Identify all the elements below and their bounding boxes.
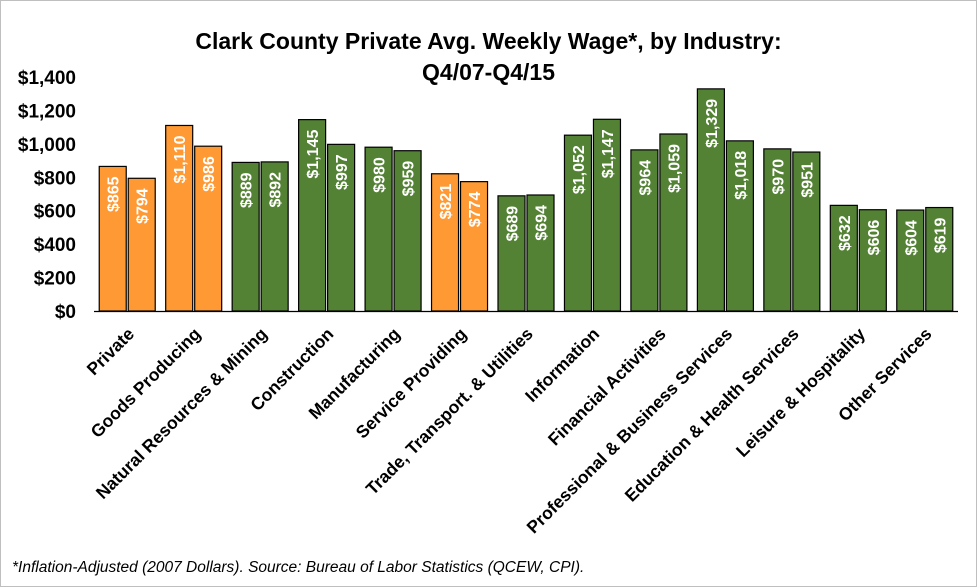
- data-label: $980: [372, 157, 389, 193]
- data-label: $694: [534, 205, 551, 241]
- data-label: $889: [239, 172, 256, 208]
- data-label: $689: [505, 206, 522, 242]
- chart-title: Clark County Private Avg. Weekly Wage*, …: [195, 28, 782, 54]
- y-axis: $0 $200 $400 $600 $800 $1,000 $1,200 $1,400: [18, 68, 76, 323]
- bar: [497, 195, 526, 312]
- bar: [364, 146, 393, 312]
- data-label: $951: [799, 162, 816, 198]
- bar: [696, 88, 725, 312]
- data-label: $1,110: [172, 135, 189, 183]
- y-tick-label: $400: [34, 235, 76, 256]
- y-tick-label: $200: [34, 269, 76, 290]
- y-tick-label: $0: [55, 302, 76, 323]
- data-label: $774: [467, 192, 484, 228]
- x-category-label: Goods Producing: [87, 324, 205, 442]
- data-label: $821: [438, 184, 455, 220]
- bar: [563, 134, 593, 312]
- data-label: $604: [903, 220, 920, 256]
- bar: [659, 133, 688, 312]
- data-label: $632: [837, 215, 854, 251]
- x-category-label: Leisure & Hospitality: [732, 324, 869, 461]
- bar: [925, 206, 954, 312]
- bar: [260, 161, 289, 312]
- chart-title-block: Clark County Private Avg. Weekly Wage*, …: [0, 26, 977, 88]
- data-label: $1,018: [733, 151, 750, 200]
- y-tick-label: $600: [34, 202, 76, 223]
- x-category-label: Financial Activities: [544, 324, 670, 450]
- y-tick-label: $1,000: [18, 135, 76, 156]
- data-label: $794: [135, 188, 152, 224]
- chart-footnote: *Inflation-Adjusted (2007 Dollars). Sour…: [12, 559, 585, 576]
- bar: [194, 145, 223, 312]
- x-category-label: Service Providing: [352, 324, 471, 443]
- data-label: $997: [334, 154, 351, 190]
- bar: [98, 165, 127, 312]
- bar: [858, 209, 887, 312]
- data-label: $865: [106, 176, 123, 212]
- data-label: $1,059: [666, 144, 683, 193]
- data-label: $986: [201, 156, 218, 192]
- data-label: $1,052: [571, 145, 588, 194]
- bar: [792, 151, 821, 312]
- bar: [459, 181, 489, 312]
- bar: [231, 161, 260, 312]
- y-tick-label: $1,200: [18, 101, 76, 122]
- data-label: $892: [268, 172, 285, 208]
- data-label: $1,145: [305, 130, 322, 179]
- y-tick-label: $1,400: [18, 68, 76, 89]
- bar: [430, 173, 460, 312]
- data-label: $964: [637, 160, 654, 196]
- bars: $865 $794 $1,110 $986 $889 $892 $1,145 $997 $980…: [98, 88, 954, 312]
- bar: [298, 119, 327, 312]
- x-category-label: Private: [83, 324, 139, 380]
- bar: [896, 209, 925, 312]
- bar: [592, 118, 622, 312]
- data-label: $619: [932, 217, 949, 253]
- bar: [829, 204, 858, 312]
- data-label: $959: [401, 161, 418, 197]
- bar: [725, 140, 754, 312]
- chart-subtitle: Q4/07-Q4/15: [422, 59, 555, 85]
- data-label: $1,147: [600, 129, 617, 178]
- bar: [630, 149, 659, 312]
- bar: [763, 148, 792, 312]
- bar: [526, 194, 555, 312]
- data-label: $970: [770, 159, 787, 195]
- data-label: $606: [866, 220, 883, 256]
- y-tick-label: $800: [34, 168, 76, 189]
- data-label: $1,329: [704, 99, 721, 148]
- bar: [127, 177, 156, 312]
